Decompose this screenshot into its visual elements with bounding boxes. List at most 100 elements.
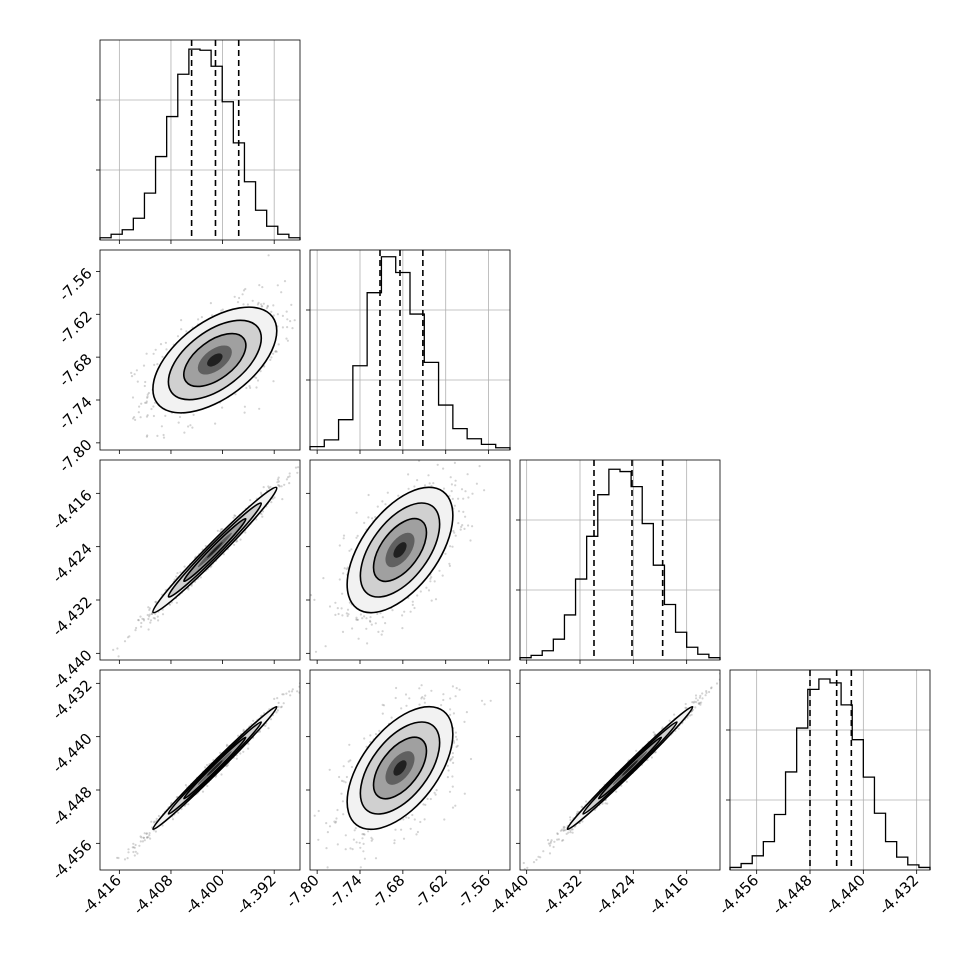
axes-frame <box>99 669 301 871</box>
sample-point <box>457 497 460 500</box>
sample-point <box>156 615 159 618</box>
sample-point <box>346 566 349 569</box>
contour-line <box>167 721 263 815</box>
sample-point <box>145 401 148 404</box>
sample-point <box>457 522 460 525</box>
sample-point <box>423 701 426 704</box>
sample-point <box>237 734 240 737</box>
sample-point <box>131 846 134 849</box>
sample-point <box>266 305 269 308</box>
sample-point <box>286 339 289 342</box>
sample-point <box>326 866 329 869</box>
panel-content <box>313 684 492 869</box>
sample-point <box>275 350 278 353</box>
sample-point <box>411 603 414 607</box>
sample-point <box>409 827 412 830</box>
sample-point <box>187 588 190 591</box>
sample-point <box>454 804 457 807</box>
sample-point <box>347 760 350 763</box>
sample-point <box>313 598 316 602</box>
sample-point <box>357 637 360 640</box>
sample-point <box>192 413 195 416</box>
sample-point <box>133 373 136 376</box>
sample-point <box>353 829 356 832</box>
sample-point <box>280 705 283 708</box>
sample-point <box>451 775 454 778</box>
sample-point <box>291 688 294 691</box>
sample-point <box>451 497 454 500</box>
sample-point <box>225 765 228 768</box>
sample-point <box>562 839 565 842</box>
sample-point <box>352 838 355 841</box>
sample-point <box>451 685 454 688</box>
panel-content <box>112 443 320 658</box>
sample-point <box>251 299 254 302</box>
sample-point <box>348 549 351 552</box>
sample-point <box>248 385 251 388</box>
sample-point <box>145 415 149 418</box>
sample-point <box>291 327 294 330</box>
sample-point <box>146 396 149 399</box>
sample-point <box>150 612 154 616</box>
sample-point <box>351 627 354 630</box>
sample-point <box>270 501 273 504</box>
sample-point <box>318 443 320 445</box>
sample-point <box>405 704 408 707</box>
sample-point <box>704 694 707 697</box>
sample-point <box>462 510 465 513</box>
sample-point <box>261 286 264 289</box>
axes-frame <box>519 459 721 661</box>
sample-point <box>342 780 345 783</box>
sample-point <box>317 838 320 841</box>
sample-point <box>449 759 452 762</box>
sample-point <box>345 775 348 779</box>
sample-point <box>471 525 474 528</box>
sample-point <box>259 370 262 373</box>
contour-line <box>183 332 247 388</box>
sample-point <box>374 622 377 625</box>
sample-point <box>233 514 236 517</box>
sample-point <box>413 606 416 610</box>
sample-point <box>187 803 190 806</box>
sample-point <box>334 821 337 824</box>
sample-point <box>187 425 190 428</box>
sample-point <box>143 384 146 388</box>
sample-point <box>123 858 127 861</box>
axes-frame <box>99 459 301 661</box>
sample-point <box>261 510 265 513</box>
sample-point <box>236 540 239 543</box>
sample-point <box>153 363 156 366</box>
sample-point <box>260 513 263 516</box>
sample-point <box>286 326 289 329</box>
sample-point <box>146 395 149 398</box>
sample-point <box>328 605 332 608</box>
sample-point <box>434 793 437 796</box>
sample-point <box>424 694 427 697</box>
sample-point <box>180 328 183 331</box>
sample-point <box>359 866 362 869</box>
sample-point <box>150 407 153 411</box>
panel-content <box>116 682 300 861</box>
sample-point <box>277 480 280 483</box>
sample-point <box>499 424 501 426</box>
contour-line <box>346 486 454 614</box>
sample-point <box>220 773 223 776</box>
sample-point <box>378 729 381 733</box>
contour-line <box>372 736 428 800</box>
sample-point <box>139 840 142 843</box>
sample-point <box>685 706 688 710</box>
sample-point <box>137 618 140 622</box>
sample-point <box>239 538 242 541</box>
sample-point <box>336 843 339 846</box>
sample-point <box>475 482 478 485</box>
sample-point <box>562 829 565 832</box>
sample-point <box>288 690 291 693</box>
sample-point <box>684 702 687 706</box>
sample-point <box>276 697 279 700</box>
sample-point <box>338 775 341 779</box>
sample-point <box>355 616 358 619</box>
sample-point <box>163 480 165 482</box>
sample-point <box>478 465 481 468</box>
sample-point <box>422 803 425 806</box>
